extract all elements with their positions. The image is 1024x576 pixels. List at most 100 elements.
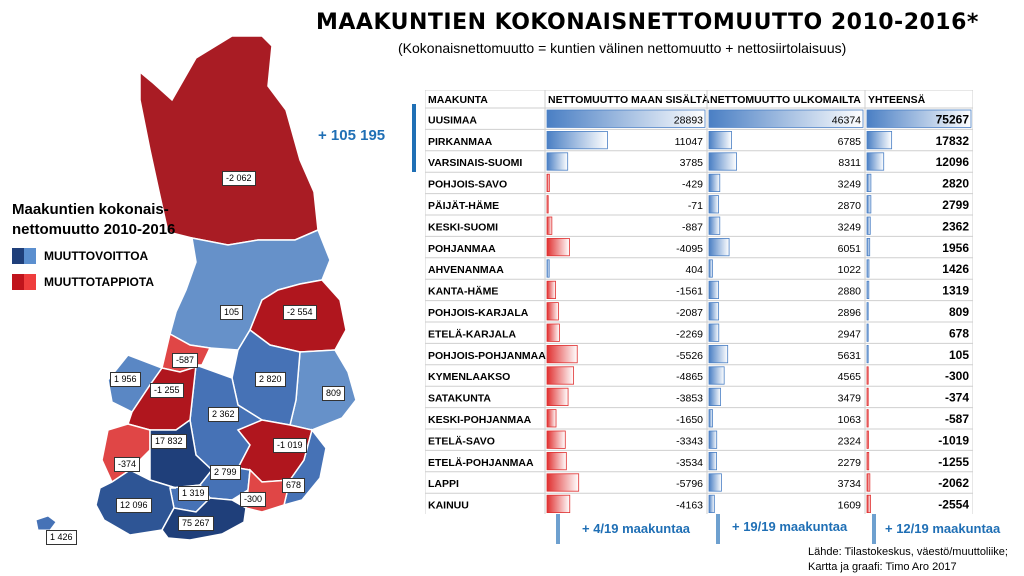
data-label: 75267 [936, 112, 970, 126]
bar [866, 473, 871, 492]
data-label: 1063 [838, 414, 862, 426]
row-label: KAINUU [428, 500, 469, 512]
column-header: NETTOMUUTTO MAAN SISÄLTÄ [548, 93, 710, 106]
legend-gain-label: MUUTTOVOITTOA [44, 249, 149, 263]
map-label-etela-pohjanmaa: -1 255 [150, 383, 184, 398]
data-label: 8311 [838, 157, 861, 169]
bar [546, 494, 571, 514]
bar [866, 451, 870, 471]
map-label-kymenlaakso: -300 [240, 492, 267, 507]
bar [708, 323, 720, 342]
bar [708, 494, 715, 514]
bar [708, 409, 713, 428]
row-label: AHVENANMAA [428, 264, 504, 276]
region-ahvenanmaa [35, 515, 57, 531]
data-label: 2279 [838, 457, 862, 469]
map-label-pohjois-karjala: 809 [322, 386, 346, 401]
column-header: YHTEENSÄ [868, 93, 926, 106]
bar [708, 173, 721, 192]
page-title: MAAKUNTIEN KOKONAISNETTOMUUTTO 2010-2016… [316, 10, 979, 35]
bar [546, 216, 553, 235]
source-line1: Lähde: Tilastokeskus, väestö/muuttoliike… [808, 546, 1008, 558]
bar [546, 195, 549, 214]
row-label: VARSINAIS-SUOMI [428, 157, 522, 169]
map-label-etela-savo: -1 019 [273, 438, 307, 453]
bar [546, 323, 560, 342]
source-line2: Kartta ja graafi: Timo Aro 2017 [808, 561, 957, 573]
bar [708, 195, 719, 214]
row-label: ETELÄ-POHJANMAA [428, 456, 534, 469]
map-label-lappi: -2 062 [222, 171, 256, 186]
bar [866, 280, 870, 299]
row-label: POHJOIS-POHJANMAA [428, 350, 546, 362]
data-label: -374 [945, 391, 969, 405]
bar [708, 473, 722, 492]
map-label-pirkanmaa: 17 832 [151, 434, 187, 449]
data-label: 6785 [838, 136, 862, 148]
bar [866, 323, 869, 342]
data-label: 1426 [942, 262, 969, 276]
row-label: KYMENLAAKSO [428, 371, 510, 383]
data-label: -5796 [676, 478, 703, 490]
data-label: 809 [949, 305, 969, 319]
migration-table: MAAKUNTA NETTOMUUTTO MAAN SISÄLTÄ NETTOMUU… [425, 90, 973, 514]
legend-loss: MUUTTOTAPPIOTA [12, 274, 154, 290]
row-label: SATAKUNTA [428, 393, 491, 405]
bar [708, 216, 721, 235]
bar [708, 131, 732, 150]
bar [708, 280, 719, 299]
data-label: -2087 [676, 307, 703, 319]
data-label: 17832 [936, 134, 970, 148]
total-callout-bar [412, 104, 416, 172]
bar [546, 109, 706, 128]
bar [546, 259, 550, 278]
row-label: KESKI-POHJANMAA [428, 414, 532, 426]
map-label-varsinais-suomi: 12 096 [116, 498, 152, 513]
data-label: -2269 [676, 328, 703, 340]
data-label: 2324 [838, 435, 862, 447]
data-label: -71 [688, 200, 703, 212]
data-label: 28893 [674, 114, 703, 126]
data-label: 2896 [838, 307, 862, 319]
row-label: LAPPI [428, 478, 459, 490]
data-label: 2799 [942, 198, 969, 212]
legend-title: Maakuntien kokonais- nettomuutto 2010-20… [12, 200, 212, 240]
data-label: 2880 [838, 286, 862, 298]
bar [708, 237, 730, 257]
map-label-kanta-hame: 1 319 [178, 486, 209, 501]
data-label: 12096 [936, 155, 970, 169]
data-label: -300 [945, 369, 969, 383]
map-label-uusimaa: 75 267 [178, 516, 214, 531]
bar [708, 366, 725, 385]
data-label: -1255 [938, 455, 969, 469]
data-label: 678 [949, 326, 969, 340]
footer-col3: + 12/19 maakuntaa [885, 521, 1001, 536]
bar [866, 131, 893, 150]
data-label: 105 [949, 348, 969, 362]
row-label: POHJOIS-KARJALA [428, 307, 529, 319]
map-label-ahvenanmaa: 1 426 [46, 530, 77, 545]
bar [866, 387, 869, 407]
bar [866, 173, 872, 192]
legend-gain-swatch [12, 248, 36, 264]
data-label: -2554 [938, 498, 969, 512]
bar [708, 344, 729, 364]
map-label-keski-suomi: 2 362 [208, 407, 239, 422]
bar [546, 387, 569, 407]
data-label: 2947 [838, 328, 862, 340]
footer-col2-bar [716, 514, 720, 544]
row-label: ETELÄ-KARJALA [428, 327, 516, 340]
source-note: Lähde: Tilastokeskus, väestö/muuttoliike… [808, 545, 1022, 575]
data-label: -4095 [676, 243, 703, 255]
map-label-paijat-hame: 2 799 [210, 465, 241, 480]
data-label: -4865 [676, 371, 703, 383]
bar [866, 366, 869, 385]
legend-loss-swatch [12, 274, 36, 290]
data-label: 3249 [838, 221, 862, 233]
bar [708, 302, 720, 321]
bar [708, 109, 864, 128]
legend-gain: MUUTTOVOITTOA [12, 248, 148, 264]
bar [708, 430, 718, 449]
data-label: 3734 [838, 478, 862, 490]
bar [546, 280, 556, 299]
